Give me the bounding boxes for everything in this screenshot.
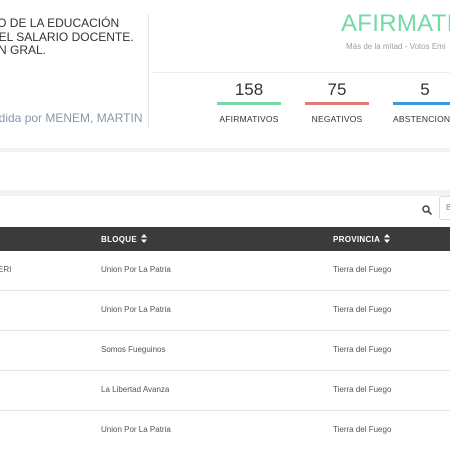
column-header-provincia[interactable]: PROVINCIA [333, 234, 391, 244]
cell-provincia: Tierra del Fuego [333, 345, 392, 354]
table-header: BLOQUE PROVINCIA [0, 227, 450, 251]
table-row: Somos Fueguinos Tierra del Fuego [0, 331, 450, 371]
table-row: ERI Union Por La Patria Tierra del Fuego [0, 251, 450, 291]
sort-icon [384, 234, 391, 243]
column-header-bloque[interactable]: BLOQUE [101, 234, 148, 244]
negative-bar [305, 102, 369, 105]
session-summary-card: TO DE LA EDUCACIÓN DEL SALARIO DOCENTE. … [0, 0, 450, 148]
affirmative-label: AFIRMATIVOS [219, 114, 279, 124]
session-title: TO DE LA EDUCACIÓN DEL SALARIO DOCENTE. … [0, 16, 134, 57]
affirmative-count: 158 [234, 80, 264, 99]
cell-provincia: Tierra del Fuego [333, 305, 392, 314]
result-text: AFIRMATIV [341, 10, 450, 37]
table-row: Union Por La Patria Tierra del Fuego [0, 411, 450, 450]
negative-label: NEGATIVOS [311, 114, 363, 124]
abstention-count: 5 [420, 80, 430, 99]
column-header-provincia-label: PROVINCIA [333, 235, 381, 244]
column-header-bloque-label: BLOQUE [101, 235, 138, 244]
cell-provincia: Tierra del Fuego [333, 265, 392, 274]
votes-table-card: B BLOQUE PROVINCIA ERI Union Por La Patr… [0, 196, 450, 450]
cell-name: ERI [0, 265, 12, 274]
cell-bloque: Union Por La Patria [101, 425, 171, 434]
cell-bloque: Union Por La Patria [101, 265, 171, 274]
filter-card [0, 152, 450, 190]
sort-icon [141, 234, 148, 243]
affirmative-bar [217, 102, 281, 105]
result-subtext: Más de la mitad - Votos Emi [346, 42, 446, 51]
cell-bloque: La Libertad Avanza [101, 385, 170, 394]
horizontal-divider [153, 72, 450, 73]
search-icon[interactable] [421, 204, 433, 216]
abstention-bar [393, 102, 450, 105]
cell-bloque: Union Por La Patria [101, 305, 171, 314]
table-row: La Libertad Avanza Tierra del Fuego [0, 371, 450, 411]
presided-by: sidida por MENEM, MARTIN [0, 111, 143, 125]
abstention-label: ABSTENCIONE [393, 114, 450, 124]
search-input[interactable]: B [439, 196, 450, 220]
table-row: Union Por La Patria Tierra del Fuego [0, 291, 450, 331]
cell-provincia: Tierra del Fuego [333, 385, 392, 394]
vertical-divider [148, 14, 149, 129]
cell-provincia: Tierra del Fuego [333, 425, 392, 434]
negative-count: 75 [327, 80, 347, 99]
cell-bloque: Somos Fueguinos [101, 345, 166, 354]
